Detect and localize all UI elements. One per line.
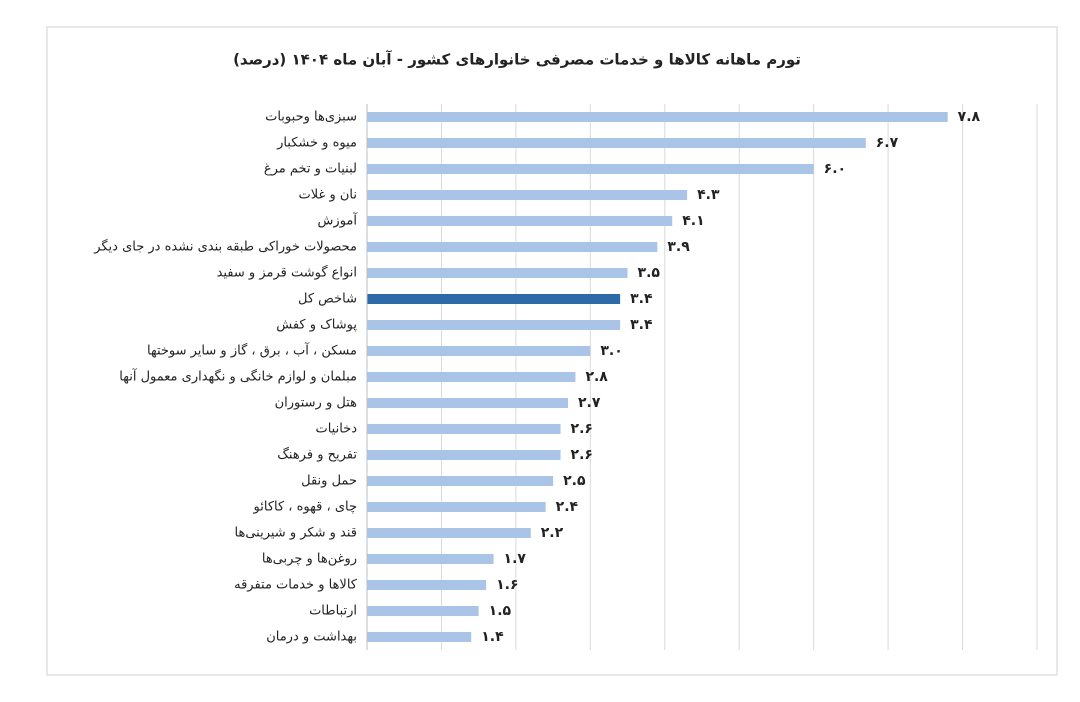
y-tick-label: حمل ونقل [301,474,357,489]
y-tick-label: مسکن ، آب ، برق ، گاز و سایر سوختها [147,342,357,359]
y-tick-label: چای ، قهوه ، کاکائو [253,500,357,515]
data-label: ۳.۴ [630,291,653,307]
data-label: ۶.۰ [824,161,846,177]
data-label: ۱.۴ [481,629,504,645]
y-tick-label: میوه و خشکبار [276,136,357,151]
bar [367,398,568,408]
y-tick-label: لبنیات و تخم مرغ [264,162,357,177]
y-tick-label: انواع گوشت قرمز و سفید [217,265,357,281]
bar [367,346,591,356]
bar [367,606,479,616]
bar [367,502,546,512]
data-label: ۶.۷ [876,135,899,151]
y-tick-label: محصولات خوراکی طبقه بندی نشده در جای دیگ… [93,239,357,255]
data-label: ۲.۴ [556,499,579,515]
data-label: ۲.۵ [563,473,586,489]
bar [367,164,814,174]
bar [367,138,866,148]
y-tick-label: تفریح و فرهنگ [277,447,357,463]
y-tick-label: آموزش [318,212,359,229]
y-tick-label: کالاها و خدمات متفرقه [234,578,358,593]
y-tick-label: روغن‌ها و چربی‌ها [262,552,357,567]
y-tick-label: قند و شکر و شیرینی‌ها [235,526,357,541]
data-label: ۳.۹ [667,239,690,255]
y-tick-label: بهداشت و درمان [266,630,357,645]
data-label: ۳.۵ [638,265,661,281]
data-label: ۲.۸ [585,369,608,385]
bar [367,242,658,252]
data-label: ۲.۶ [571,447,593,463]
bar [367,294,621,304]
bar [367,450,561,460]
y-tick-label: هتل و رستوران [275,396,358,411]
data-label: ۱.۶ [496,577,518,593]
data-label: ۴.۳ [697,187,720,203]
y-tick-label: ارتباطات [309,604,357,619]
bar [367,216,673,226]
y-tick-label: دخانیات [315,422,357,437]
bar [367,190,688,200]
bar [367,554,494,564]
bar [367,476,554,486]
data-label: ۴.۱ [682,213,704,229]
bar [367,632,472,642]
y-tick-label: سبزی‌ها وحبوبات [265,110,357,125]
bar [367,424,561,434]
bar [367,112,948,122]
bar [367,372,576,382]
data-label: ۷.۸ [958,109,981,125]
data-label: ۳.۴ [630,317,653,333]
bar [367,320,621,330]
chart-title: تورم ماهانه کالاها و خدمات مصرفی خانواره… [233,51,801,69]
y-tick-label: شاخص کل [298,292,357,307]
data-label: ۱.۷ [504,551,527,567]
data-label: ۲.۶ [571,421,593,437]
y-tick-label: نان و غلات [299,188,357,203]
data-label: ۲.۲ [541,525,564,541]
bar [367,268,628,278]
data-label: ۲.۷ [578,395,601,411]
bar [367,528,531,538]
y-tick-label: پوشاک و کفش [276,318,357,333]
data-label: ۳.۰ [600,343,622,359]
y-tick-label: مبلمان و لوازم خانگی و نگهداری معمول آنه… [119,368,357,385]
bar [367,580,487,590]
data-label: ۱.۵ [489,603,512,619]
